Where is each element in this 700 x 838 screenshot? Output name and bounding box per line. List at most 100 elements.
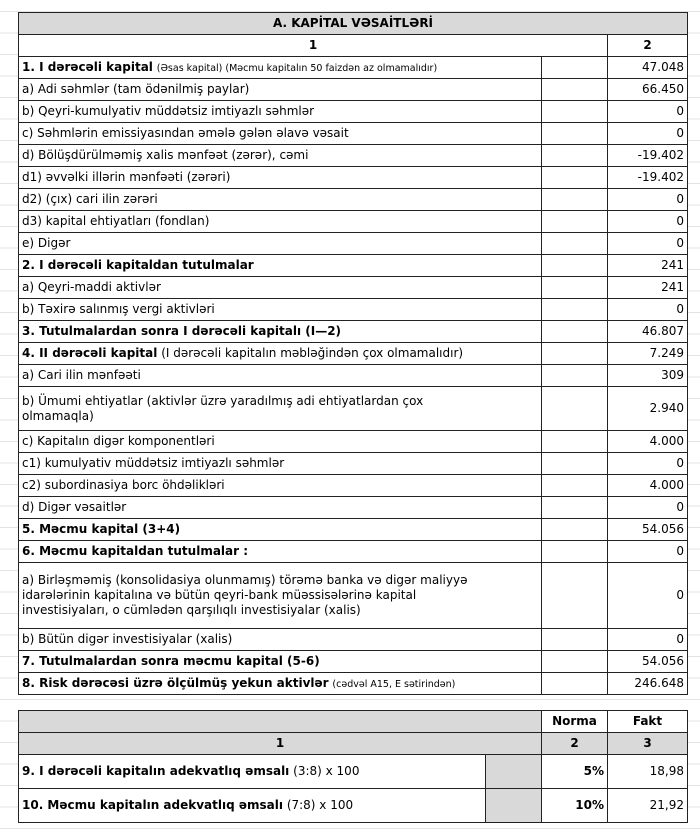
row-text: a) Cari ilin mənfəəti [22,368,141,382]
row-label: 2. I dərəcəli kapitaldan tutulmalar [18,254,542,277]
row-text: b) Ümumi ehtiyatlar (aktivlər üzrə yarad… [22,393,424,423]
row-label: b) Təxirə salınmış vergi aktivləri [18,298,542,321]
row-value: 241 [607,254,688,277]
row-value: 66.450 [607,78,688,101]
row-heading: 6. Məcmu kapitaldan tutulmalar : [22,544,249,558]
empty-cell [541,78,608,101]
table-row: d1) əvvəlki illərin mənfəəti (zərəri) -19… [18,166,688,189]
table-row: a) Cari ilin mənfəəti 309 [18,364,688,387]
row-value: 246.648 [607,672,688,695]
table-row: b) Bütün digər investisiyalar (xalis) 0 [18,628,688,651]
table-row: d3) kapital ehtiyatları (fondlan) 0 [18,210,688,233]
column-header: Fakt [607,710,688,733]
row-text: a) Adi səhmlər (tam ödənilmiş paylar) [22,82,250,96]
row-label: a) Adi səhmlər (tam ödənilmiş paylar) [18,78,542,101]
fact-value: 18,98 [607,754,688,789]
table-row: c) Kapitalın digər komponentləri 4.000 [18,430,688,453]
row-value: 0 [607,188,688,211]
table-row: b) Ümumi ehtiyatlar (aktivlər üzrə yarad… [18,386,688,431]
row-label: 5. Məcmu kapital (3+4) [18,518,542,541]
row-label: 1. I dərəcəli kapital (Əsas kapital) (Mə… [18,56,542,79]
empty-cell [541,188,608,211]
column-number: 1 [18,732,542,755]
row-text: a) Qeyri-maddi aktivlər [22,280,161,294]
row-heading: 1. I dərəcəli kapital [22,59,153,74]
row-text: c1) kumulyativ müddətsiz imtiyazlı səhml… [22,456,285,470]
row-label: 9. I dərəcəli kapitalın adekvatlıq əmsal… [18,754,486,789]
table-row: 5. Məcmu kapital (3+4) 54.056 [18,518,688,541]
row-value: 0 [607,100,688,123]
row-label: b) Bütün digər investisiyalar (xalis) [18,628,542,651]
empty-cell [541,672,608,695]
row-text: b) Bütün digər investisiyalar (xalis) [22,632,233,646]
row-text: b) Qeyri-kumulyativ müddətsiz imtiyazlı … [22,104,315,118]
empty-cell [485,754,542,789]
row-text: d) Bölüşdürülməmiş xalis mənfəət (zərər)… [22,148,309,162]
column-number: 3 [607,732,688,755]
row-value: 0 [607,452,688,475]
empty-cell [541,276,608,299]
empty-cell [541,496,608,519]
row-value: 54.056 [607,518,688,541]
row-text: d) Digər vəsaitlər [22,500,127,514]
row-value: -19.402 [607,144,688,167]
row-label: a) Cari ilin mənfəəti [18,364,542,387]
row-value: 46.807 [607,320,688,343]
empty-cell [541,232,608,255]
row-heading: 5. Məcmu kapital (3+4) [22,522,181,536]
table-row: a) Qeyri-maddi aktivlər 241 [18,276,688,299]
table-row: 4. II dərəcəli kapital (I dərəcəli kapit… [18,342,688,365]
row-value: 241 [607,276,688,299]
empty-cell [541,386,608,431]
row-label: b) Qeyri-kumulyativ müddətsiz imtiyazlı … [18,100,542,123]
row-heading: 3. Tutulmalardan sonra I dərəcəli kapita… [22,324,342,338]
row-note: (cədvəl A15, E sətirindən) [332,678,456,690]
row-heading: 4. II dərəcəli kapital [22,346,158,360]
row-text: b) Təxirə salınmış vergi aktivləri [22,302,215,316]
table-row: c2) subordinasiya borc öhdəlikləri 4.000 [18,474,688,497]
row-value: 47.048 [607,56,688,79]
column-number: 1 [18,34,608,57]
table-row: 1. I dərəcəli kapital (Əsas kapital) (Mə… [18,56,688,79]
row-heading: 8. Risk dərəcəsi üzrə ölçülmüş yekun akt… [22,675,329,690]
row-heading: 2. I dərəcəli kapitaldan tutulmalar [22,258,254,272]
empty-cell [541,210,608,233]
empty-cell [541,254,608,277]
row-label: c1) kumulyativ müddətsiz imtiyazlı səhml… [18,452,542,475]
row-text: d3) kapital ehtiyatları (fondlan) [22,214,210,228]
table-row: c1) kumulyativ müddətsiz imtiyazlı səhml… [18,452,688,475]
row-value: 0 [607,232,688,255]
row-value: 309 [607,364,688,387]
row-label: a) Qeyri-maddi aktivlər [18,276,542,299]
row-text: c) Kapitalın digər komponentləri [22,434,215,448]
row-label: 7. Tutulmalardan sonra məcmu kapital (5-… [18,650,542,673]
column-header: Norma [541,710,608,733]
row-value: 0 [607,628,688,651]
table-row: d2) (çıx) cari ilin zərəri 0 [18,188,688,211]
row-note: (7:8) x 100 [286,798,354,812]
row-text: d2) (çıx) cari ilin zərəri [22,192,158,206]
empty-cell [541,650,608,673]
row-label: b) Ümumi ehtiyatlar (aktivlər üzrə yarad… [18,386,542,431]
row-label: d) Digər vəsaitlər [18,496,542,519]
row-value: -19.402 [607,166,688,189]
empty-cell [541,430,608,453]
row-text: c2) subordinasiya borc öhdəlikləri [22,478,225,492]
table-row: 9. I dərəcəli kapitalın adekvatlıq əmsal… [18,754,688,789]
table-row: a) Birləşməmiş (konsolidasiya olunmamış)… [18,562,688,629]
table-row: c) Səhmlərin emissiyasından əmələ gələn … [18,122,688,145]
row-label: c) Səhmlərin emissiyasından əmələ gələn … [18,122,542,145]
row-label: d2) (çıx) cari ilin zərəri [18,188,542,211]
empty-cell [485,788,542,823]
row-value: 4.000 [607,430,688,453]
norm-value: 10% [541,788,608,823]
table-row: d) Digər vəsaitlər 0 [18,496,688,519]
row-label: 10. Məcmu kapitalın adekvatlıq əmsalı (7… [18,788,486,823]
row-value: 0 [607,298,688,321]
empty-cell [541,540,608,563]
row-text: a) Birləşməmiş (konsolidasiya olunmamış)… [22,573,468,617]
row-text: c) Səhmlərin emissiyasından əmələ gələn … [22,126,349,140]
row-label: 8. Risk dərəcəsi üzrə ölçülmüş yekun akt… [18,672,542,695]
